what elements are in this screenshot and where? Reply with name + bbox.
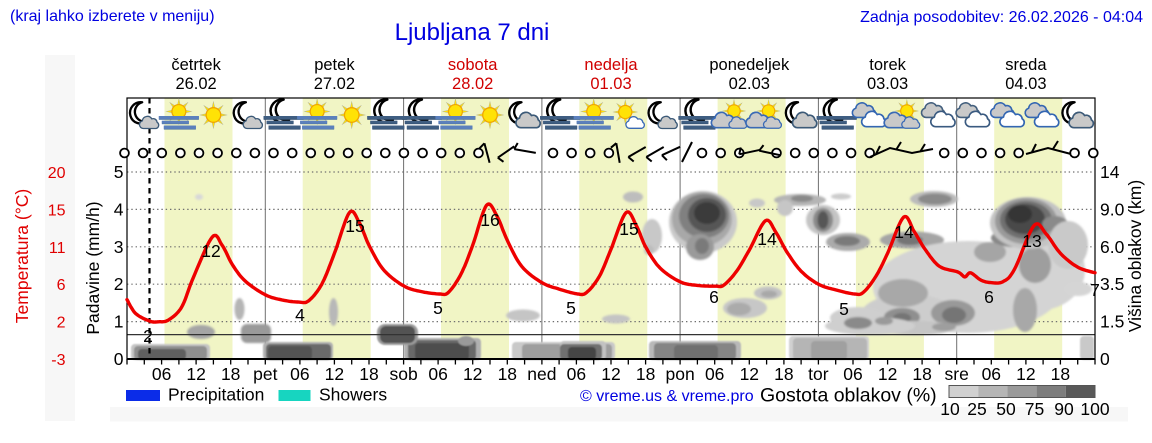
svg-text:6.0: 6.0 (1100, 237, 1125, 257)
svg-text:5: 5 (433, 298, 443, 318)
svg-text:15: 15 (619, 219, 638, 239)
svg-text:18: 18 (221, 364, 240, 384)
svg-text:12: 12 (740, 364, 759, 384)
svg-text:ned: ned (527, 364, 556, 384)
svg-text:1: 1 (114, 312, 124, 332)
svg-text:© vreme.us & vreme.pro: © vreme.us & vreme.pro (580, 388, 754, 405)
svg-text:6: 6 (57, 277, 66, 294)
svg-text:3: 3 (114, 237, 124, 257)
svg-text:18: 18 (636, 364, 655, 384)
svg-text:06: 06 (428, 364, 447, 384)
svg-text:nedelja: nedelja (584, 56, 638, 74)
svg-text:100: 100 (1080, 399, 1109, 419)
svg-text:sreda: sreda (1005, 56, 1047, 74)
svg-text:Precipitation: Precipitation (168, 385, 264, 405)
svg-text:tor: tor (808, 364, 829, 384)
svg-text:18: 18 (498, 364, 517, 384)
svg-text:10: 10 (940, 399, 960, 419)
svg-text:2: 2 (143, 326, 153, 346)
svg-text:26.02: 26.02 (175, 75, 216, 93)
svg-text:1.5: 1.5 (1100, 312, 1124, 332)
svg-text:sre: sre (945, 364, 969, 384)
svg-text:06: 06 (843, 364, 862, 384)
svg-text:7: 7 (1090, 280, 1100, 300)
svg-text:0: 0 (114, 349, 124, 369)
svg-text:15: 15 (345, 216, 364, 236)
svg-text:12: 12 (463, 364, 482, 384)
svg-text:02.03: 02.03 (729, 75, 770, 93)
svg-text:16: 16 (480, 210, 499, 230)
svg-text:2: 2 (57, 315, 66, 332)
svg-text:18: 18 (912, 364, 931, 384)
svg-text:6: 6 (984, 287, 994, 307)
svg-text:Padavine (mm/h): Padavine (mm/h) (83, 201, 103, 334)
svg-text:6: 6 (709, 287, 719, 307)
svg-text:Showers: Showers (319, 385, 387, 405)
svg-text:14: 14 (894, 222, 914, 242)
svg-text:06: 06 (152, 364, 171, 384)
svg-text:Višina oblakov (km): Višina oblakov (km) (1125, 180, 1145, 332)
svg-text:12: 12 (601, 364, 620, 384)
svg-text:01.03: 01.03 (590, 75, 631, 93)
svg-text:sob: sob (389, 364, 417, 384)
svg-text:2: 2 (114, 274, 124, 294)
svg-text:pet: pet (253, 364, 277, 384)
svg-text:90: 90 (1054, 399, 1074, 419)
svg-text:25: 25 (967, 399, 986, 419)
svg-text:20: 20 (48, 165, 66, 182)
svg-text:12: 12 (186, 364, 205, 384)
svg-text:pon: pon (665, 364, 694, 384)
svg-text:27.02: 27.02 (314, 75, 355, 93)
svg-text:4: 4 (295, 305, 305, 325)
svg-text:06: 06 (290, 364, 309, 384)
svg-text:18: 18 (1051, 364, 1070, 384)
svg-text:75: 75 (1025, 399, 1044, 419)
svg-text:Gostota oblakov (%): Gostota oblakov (%) (760, 385, 937, 407)
svg-text:torek: torek (869, 56, 906, 74)
svg-text:12: 12 (201, 241, 220, 261)
svg-text:14: 14 (1100, 162, 1120, 182)
svg-text:Ljubljana 7 dni: Ljubljana 7 dni (395, 19, 550, 46)
svg-text:06: 06 (982, 364, 1001, 384)
svg-text:06: 06 (705, 364, 724, 384)
svg-text:06: 06 (567, 364, 586, 384)
svg-text:15: 15 (48, 202, 66, 219)
svg-text:-3: -3 (51, 352, 65, 369)
svg-text:sobota: sobota (448, 56, 498, 74)
svg-text:18: 18 (774, 364, 793, 384)
svg-text:13: 13 (1022, 231, 1041, 251)
svg-text:11: 11 (49, 240, 66, 257)
svg-text:Temperatura (°C): Temperatura (°C) (12, 189, 32, 323)
svg-text:5: 5 (839, 299, 849, 319)
svg-text:3.5: 3.5 (1100, 274, 1124, 294)
svg-text:4: 4 (114, 199, 124, 219)
svg-text:03.03: 03.03 (867, 75, 908, 93)
svg-text:50: 50 (996, 399, 1016, 419)
svg-text:Zadnja posodobitev: 26.02.2026: Zadnja posodobitev: 26.02.2026 - 04:04 (860, 9, 1143, 26)
svg-text:5: 5 (114, 162, 124, 182)
svg-text:petek: petek (314, 56, 355, 74)
svg-text:(kraj lahko izberete v meniju): (kraj lahko izberete v meniju) (10, 8, 215, 25)
svg-text:četrtek: četrtek (171, 56, 221, 74)
svg-text:12: 12 (325, 364, 344, 384)
svg-text:12: 12 (878, 364, 897, 384)
svg-text:0: 0 (1100, 349, 1110, 369)
svg-text:18: 18 (359, 364, 378, 384)
svg-text:12: 12 (1016, 364, 1035, 384)
svg-text:04.03: 04.03 (1005, 75, 1046, 93)
svg-text:ponedeljek: ponedeljek (709, 56, 790, 74)
svg-text:28.02: 28.02 (452, 75, 493, 93)
svg-text:14: 14 (757, 229, 777, 249)
svg-text:9.0: 9.0 (1100, 199, 1125, 219)
svg-text:5: 5 (566, 298, 576, 318)
